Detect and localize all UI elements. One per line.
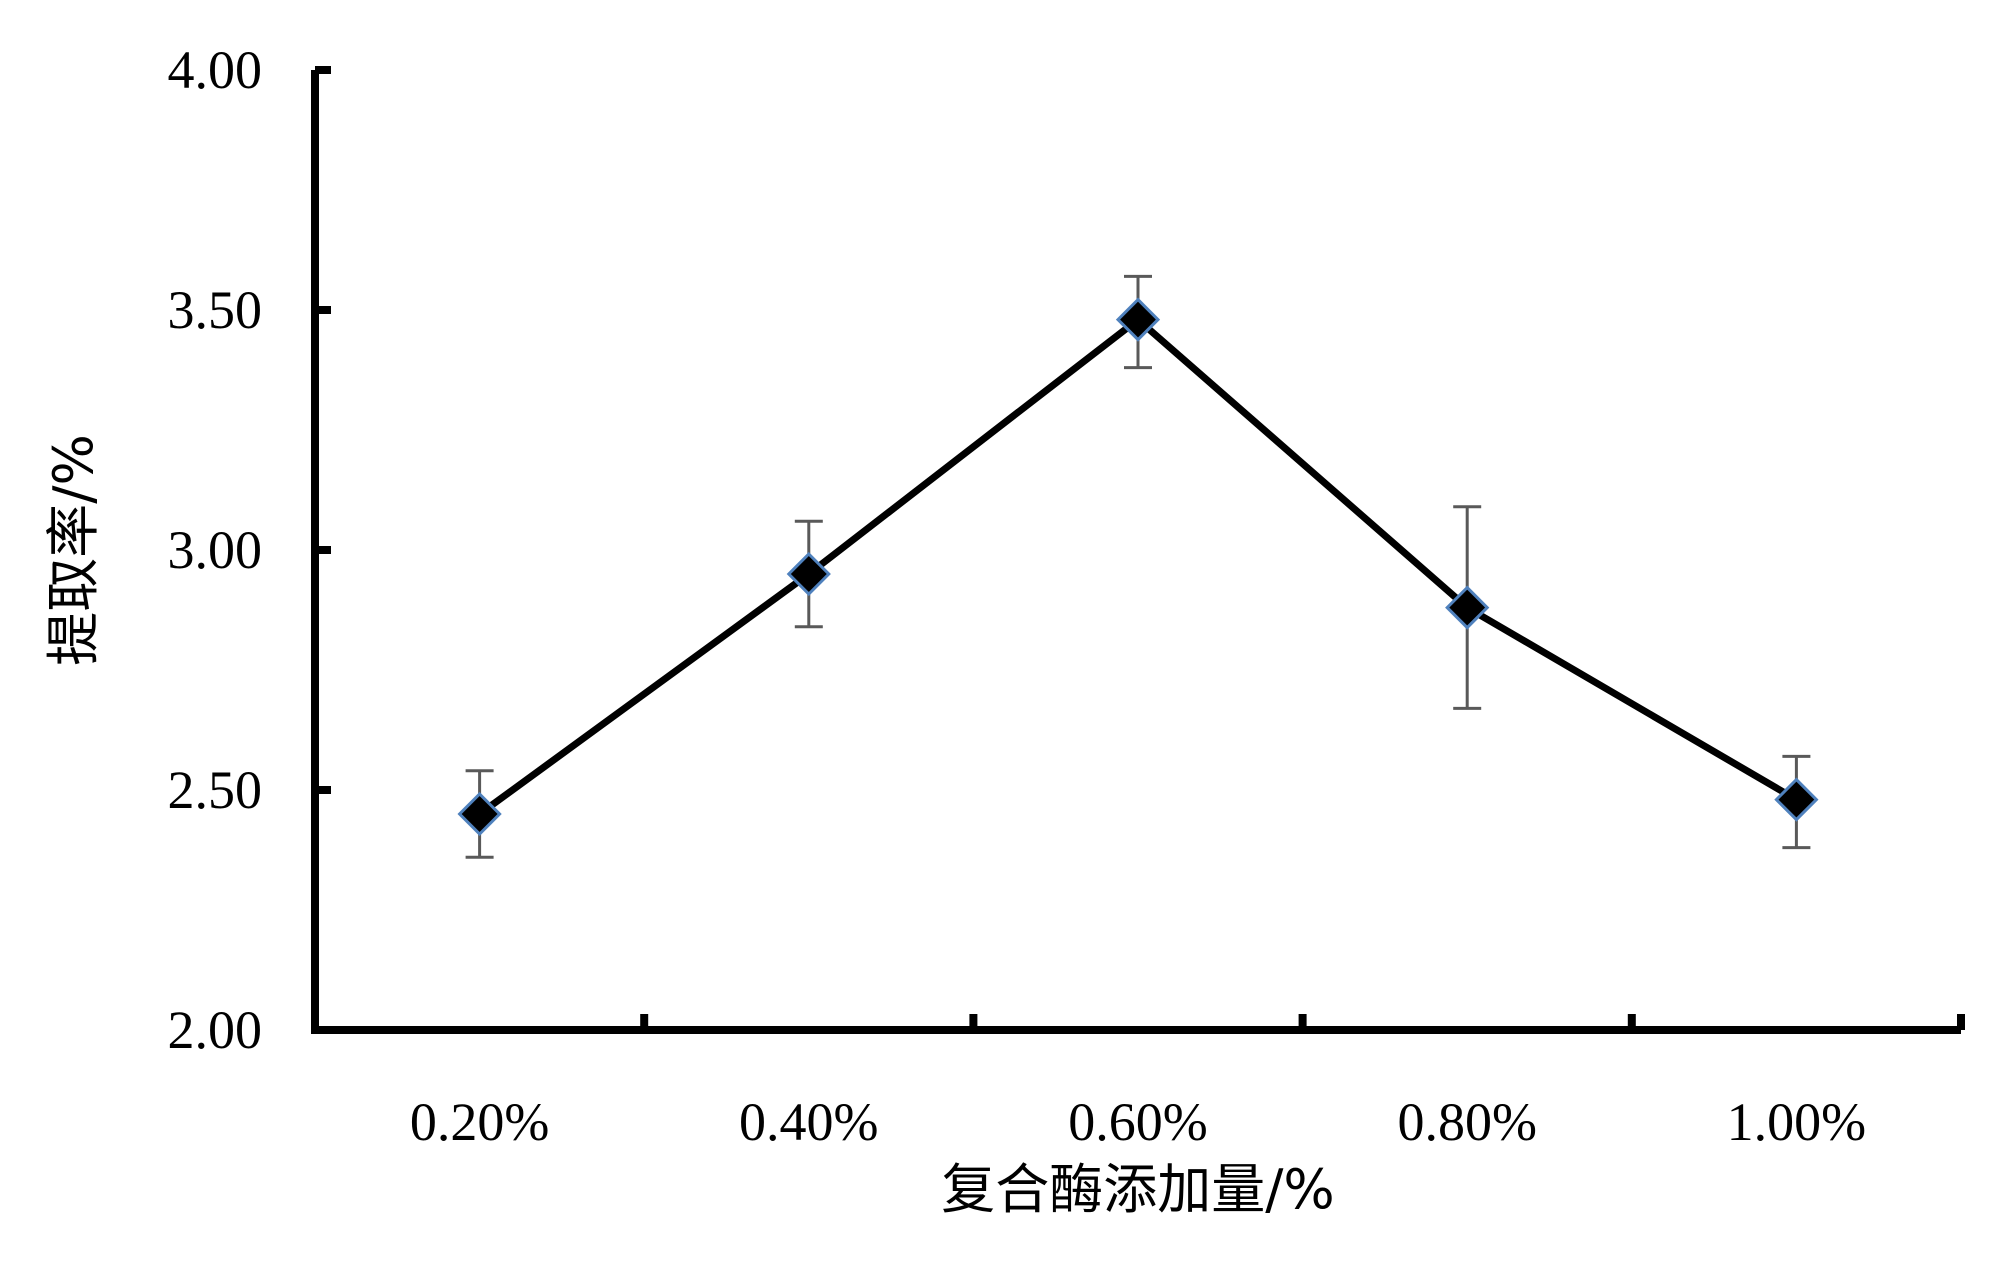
x-tick-label: 0.40%	[739, 1092, 878, 1152]
y-tick-label: 4.00	[168, 40, 263, 100]
axes	[311, 70, 1961, 1034]
y-tick-label: 3.50	[168, 280, 263, 340]
x-tick-label: 0.20%	[410, 1092, 549, 1152]
series	[457, 274, 1819, 859]
y-ticks: 2.00 2.50 3.00 3.50 4.00	[168, 40, 331, 1060]
x-axis-title: 复合酶添加量/%	[941, 1158, 1335, 1221]
series-line	[477, 316, 1799, 817]
x-tick-label: 1.00%	[1727, 1092, 1866, 1152]
data-point	[1115, 297, 1161, 342]
data-point	[457, 791, 502, 837]
data-point	[1774, 777, 1819, 822]
y-axis-title: 提取率/%	[42, 434, 105, 666]
x-tick-label: 0.60%	[1068, 1092, 1207, 1152]
data-point	[1445, 585, 1490, 630]
y-tick-label: 3.00	[168, 520, 263, 580]
x-ticks: 0.20% 0.40% 0.60% 0.80% 1.00%	[410, 1014, 1965, 1152]
y-tick-label: 2.00	[168, 1000, 263, 1060]
y-tick-label: 2.50	[168, 760, 263, 820]
data-point	[786, 551, 831, 597]
x-tick-label: 0.80%	[1397, 1092, 1536, 1152]
